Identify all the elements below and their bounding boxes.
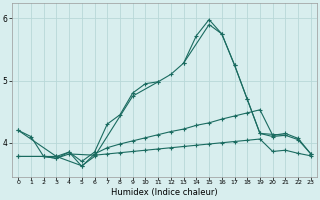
X-axis label: Humidex (Indice chaleur): Humidex (Indice chaleur) bbox=[111, 188, 218, 197]
